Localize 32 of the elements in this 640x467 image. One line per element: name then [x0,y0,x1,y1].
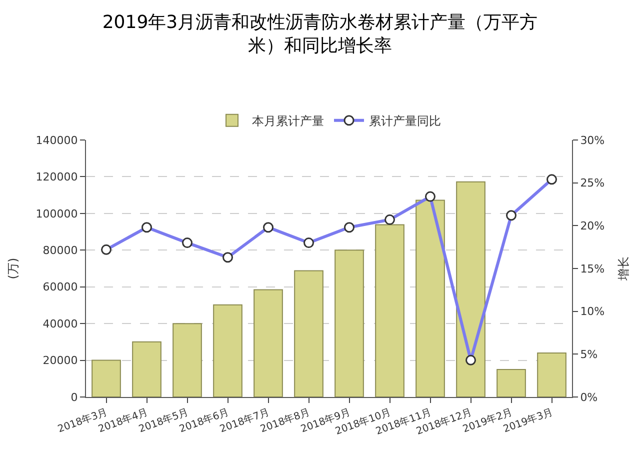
y2-tick-label: 30% [580,134,605,147]
y-tick-label: 20000 [42,354,78,368]
y-tick-label: 80000 [42,244,78,257]
y-tick-label: 60000 [42,280,78,294]
y-tick-label: 0 [70,390,78,404]
y-tick-label: 140000 [36,134,78,147]
bar [213,304,242,397]
bar [92,360,121,397]
bar [496,368,526,397]
legend-label: 累计产量同比 [369,114,441,128]
bar [294,270,324,397]
bar [334,250,364,397]
y2-tick-label: 10% [580,305,605,318]
bar [375,224,404,397]
y-tick-label: 100000 [36,207,78,220]
bar [132,341,162,397]
y2-tick-label: 5% [580,348,598,362]
y2-tick-label: 25% [580,176,605,190]
y2-tick-label: 0% [580,390,598,404]
y2-tick-label: 20% [580,220,605,233]
y-tick-label: 40000 [42,317,78,330]
bar [456,181,486,397]
bar [172,323,202,397]
y-axis-title: (万) [6,258,20,280]
legend-label: 本月累计产量 [252,114,324,128]
y2-axis-title: 增长 [616,256,631,282]
y-tick-label: 120000 [36,170,78,184]
y2-tick-label: 15% [580,262,605,276]
bar [416,200,445,397]
chart-title: 2019年3月沥青和改性沥青防水卷材累计产量（万平方米）和同比增长率 [102,12,538,56]
bar [537,352,566,397]
bar [254,289,283,397]
